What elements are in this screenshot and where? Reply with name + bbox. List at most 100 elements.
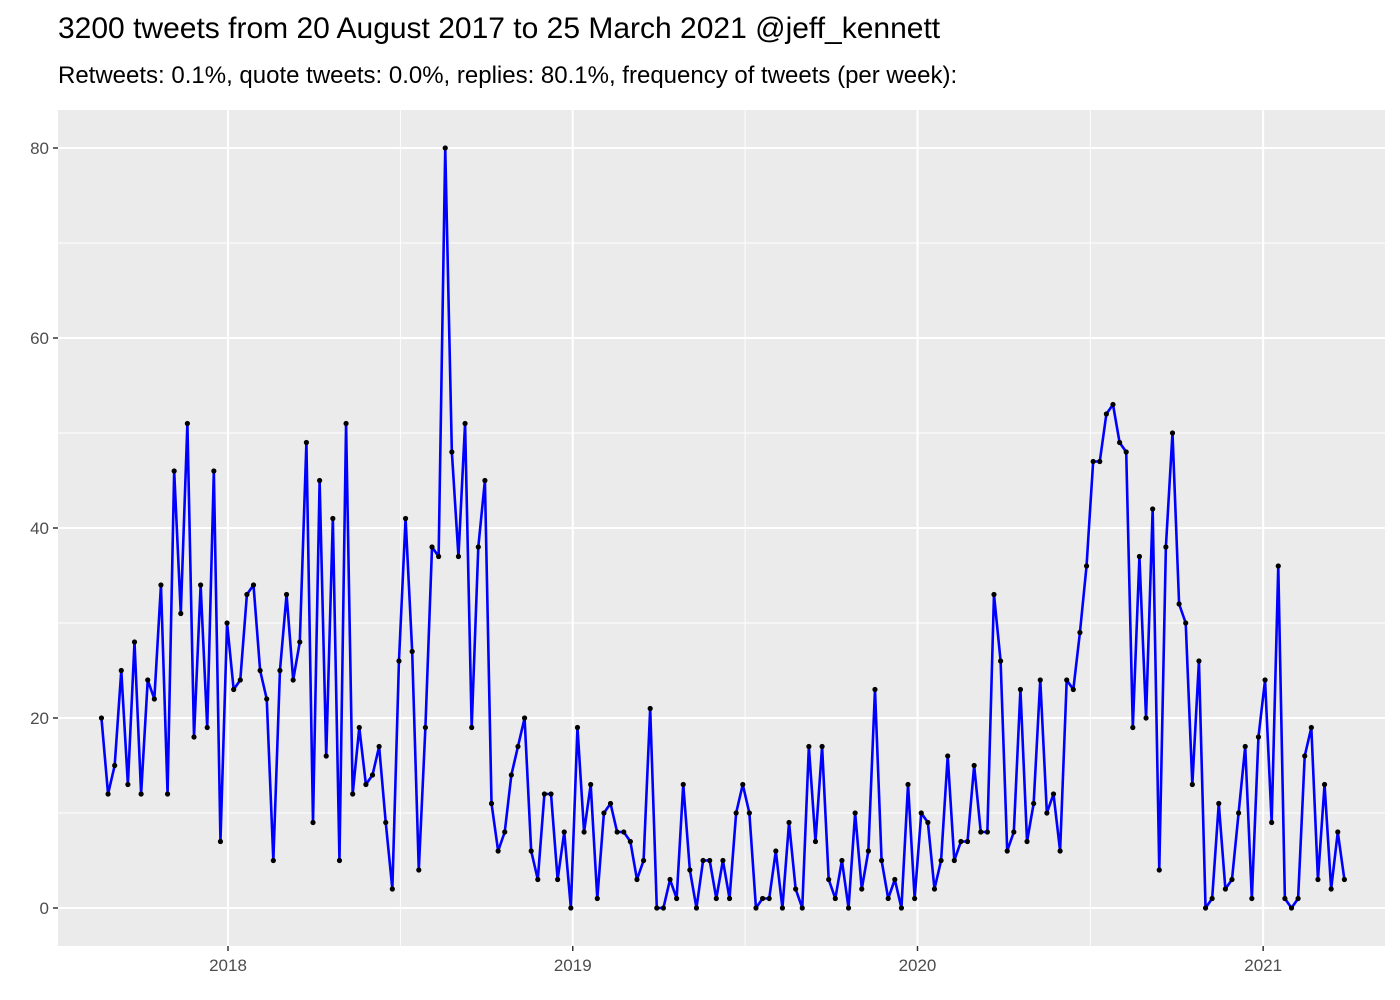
- data-point: [978, 829, 984, 835]
- data-point: [449, 449, 455, 455]
- data-point: [1242, 743, 1248, 750]
- data-point: [528, 848, 534, 854]
- x-tick-label: 2019: [554, 956, 592, 975]
- data-point: [740, 781, 746, 788]
- data-point: [250, 582, 257, 588]
- data-point: [356, 724, 362, 731]
- x-tick-label: 2020: [899, 956, 937, 975]
- y-tick-label: 20: [30, 709, 49, 728]
- data-point: [1077, 629, 1083, 636]
- data-point: [1050, 791, 1057, 797]
- data-point: [330, 515, 336, 522]
- data-point: [991, 591, 997, 598]
- data-point: [621, 829, 627, 835]
- major-gridlines: [58, 110, 1385, 946]
- data-point: [1017, 686, 1024, 693]
- data-point: [389, 886, 395, 892]
- data-point: [594, 895, 600, 902]
- axis-ticks: [53, 147, 1264, 951]
- data-point: [515, 743, 521, 750]
- data-point: [1130, 724, 1136, 731]
- chart-subtitle: Retweets: 0.1%, quote tweets: 0.0%, repl…: [58, 62, 958, 89]
- x-tick-label: 2021: [1244, 956, 1282, 975]
- data-point: [270, 857, 276, 864]
- data-point: [231, 686, 237, 693]
- data-point: [766, 895, 772, 902]
- data-point: [845, 905, 852, 911]
- data-point: [396, 658, 402, 664]
- data-point: [1255, 734, 1262, 740]
- data-point: [819, 743, 825, 750]
- data-point: [753, 905, 759, 911]
- data-point: [317, 477, 323, 484]
- data-point: [971, 762, 977, 769]
- data-point: [1064, 677, 1070, 683]
- data-point: [290, 677, 296, 683]
- data-point: [138, 791, 144, 797]
- data-point: [131, 639, 138, 645]
- data-point: [859, 886, 865, 892]
- data-point: [561, 829, 567, 835]
- data-point: [892, 876, 898, 883]
- data-point: [1209, 895, 1215, 902]
- data-point: [118, 667, 124, 674]
- data-point: [912, 895, 918, 902]
- data-point: [482, 477, 488, 484]
- data-point: [667, 876, 673, 883]
- data-point: [475, 544, 481, 550]
- data-point: [555, 876, 561, 883]
- data-point: [720, 857, 726, 864]
- data-point: [634, 876, 640, 883]
- data-point: [1189, 781, 1195, 788]
- data-point: [191, 734, 197, 740]
- data-point: [422, 724, 428, 731]
- data-point: [1097, 458, 1103, 465]
- data-point: [799, 905, 805, 911]
- data-point: [581, 829, 587, 835]
- data-point: [158, 582, 164, 588]
- data-point: [1103, 411, 1109, 417]
- axis-tick-labels: 0 20 40 60 80 2018 2019 2020 2021: [30, 139, 1282, 975]
- data-point: [1136, 553, 1143, 560]
- data-point: [1222, 886, 1228, 892]
- data-point: [687, 867, 693, 873]
- data-point: [237, 677, 243, 683]
- data-point: [1024, 838, 1030, 845]
- data-point: [1308, 724, 1314, 731]
- data-point: [759, 895, 766, 902]
- data-point: [1156, 867, 1162, 873]
- data-point: [323, 753, 329, 759]
- data-point: [429, 544, 435, 550]
- data-point: [1236, 810, 1242, 816]
- data-point: [786, 819, 792, 826]
- data-point: [1163, 544, 1169, 550]
- x-tick-label: 2018: [209, 956, 247, 975]
- data-point: [376, 743, 382, 750]
- data-point: [105, 791, 111, 797]
- data-point: [369, 772, 376, 778]
- data-point: [918, 810, 924, 816]
- data-point: [264, 696, 270, 702]
- data-point: [171, 468, 177, 474]
- data-point: [1196, 658, 1202, 664]
- data-point: [455, 553, 462, 560]
- data-point: [964, 838, 971, 845]
- data-point: [1275, 563, 1281, 569]
- data-point: [297, 639, 303, 645]
- data-point: [217, 838, 224, 845]
- data-point: [680, 781, 686, 788]
- data-point: [1282, 895, 1288, 902]
- data-point: [925, 819, 931, 826]
- data-point: [647, 705, 653, 712]
- data-point: [303, 439, 309, 446]
- data-point: [898, 905, 905, 911]
- data-point: [945, 753, 951, 759]
- data-point: [1321, 781, 1328, 788]
- y-tick-label: 40: [30, 519, 49, 538]
- data-point: [1176, 601, 1182, 607]
- data-point: [852, 810, 858, 816]
- data-point: [125, 781, 131, 788]
- data-point: [402, 515, 409, 522]
- data-point: [832, 895, 838, 902]
- data-point: [793, 886, 799, 892]
